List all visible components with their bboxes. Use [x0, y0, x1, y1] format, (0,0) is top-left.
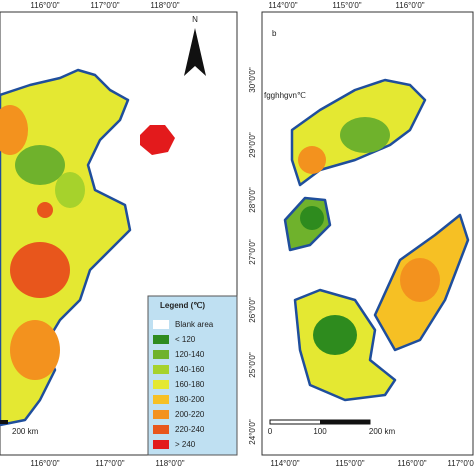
legend-label: 120-140 — [175, 350, 205, 359]
coord-label: 118°0'0" — [150, 1, 179, 10]
legend-swatch — [153, 335, 169, 344]
coord-label: 117°0'0" — [90, 1, 119, 10]
legend-swatch — [153, 320, 169, 329]
coord-label: 116°0'0" — [30, 1, 59, 10]
note: fgghhgvn℃ — [264, 91, 306, 100]
legend-label: 140-160 — [175, 365, 205, 374]
legend-swatch — [153, 350, 169, 359]
legend-swatch — [153, 425, 169, 434]
legend-swatch — [153, 410, 169, 419]
coord-label: 25°0'0" — [248, 352, 257, 378]
legend-label: < 120 — [175, 335, 196, 344]
zone — [10, 242, 70, 298]
scale-bar — [320, 420, 370, 424]
coord-label: 116°0'0" — [395, 1, 424, 10]
coord-label: 116°0'0" — [30, 459, 59, 468]
coord-label: 115°0'0" — [332, 1, 361, 10]
scale-label: 0 — [268, 427, 273, 436]
panel-a-frame — [0, 11, 238, 456]
coord-label: 117°0'0" — [447, 459, 474, 468]
legend-label: > 240 — [175, 440, 196, 449]
legend-swatch — [153, 380, 169, 389]
coord-label: 114°0'0" — [268, 1, 297, 10]
panel-b-frame — [261, 11, 474, 456]
panel-label: b — [272, 29, 277, 38]
coord-label: 29°0'0" — [248, 132, 257, 158]
zone — [140, 125, 175, 155]
coord-label: 27°0'0" — [248, 239, 257, 265]
zone — [313, 315, 357, 355]
zone — [0, 105, 28, 155]
scale-label: 200 km — [369, 427, 396, 436]
north-label: N — [192, 15, 198, 24]
coord-label: 117°0'0" — [95, 459, 124, 468]
coord-label: 26°0'0" — [248, 297, 257, 323]
legend-label: 180-200 — [175, 395, 205, 404]
zone — [55, 172, 85, 208]
zone — [37, 202, 53, 218]
coord-label: 118°0'0" — [155, 459, 184, 468]
coord-label: 30°0'0" — [248, 67, 257, 93]
scale-label: 100 — [313, 427, 327, 436]
zone — [15, 145, 65, 185]
scale-bar — [0, 420, 8, 424]
north-arrow — [184, 28, 206, 76]
zone — [10, 320, 60, 380]
coord-label: 116°0'0" — [397, 459, 426, 468]
coord-label: 115°0'0" — [335, 459, 364, 468]
legend-swatch — [153, 440, 169, 449]
zone — [298, 146, 326, 174]
coord-label: 28°0'0" — [248, 187, 257, 213]
legend-label: 200-220 — [175, 410, 205, 419]
coord-label: 24°0'0" — [248, 419, 257, 445]
legend-label: Blank area — [175, 320, 214, 329]
zone — [300, 206, 324, 230]
zone — [400, 258, 440, 302]
legend-label: 220-240 — [175, 425, 205, 434]
coord-label: 114°0'0" — [270, 459, 299, 468]
zone — [340, 117, 390, 153]
legend-swatch — [153, 395, 169, 404]
legend-label: 160-180 — [175, 380, 205, 389]
scale-label: 200 km — [12, 427, 39, 436]
legend-title: Legend (℃) — [160, 301, 205, 310]
legend-swatch — [153, 365, 169, 374]
